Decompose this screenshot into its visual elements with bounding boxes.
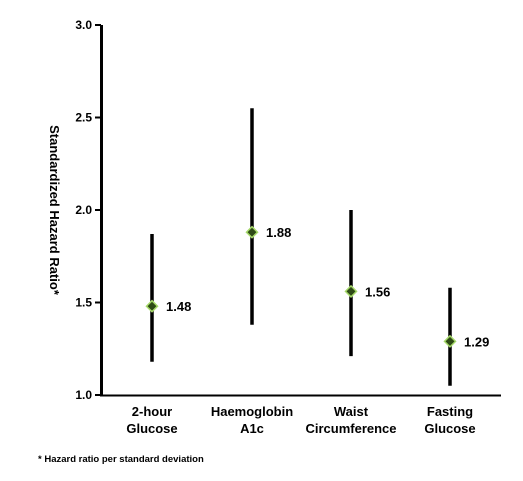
data-labels: 1.48 1.88 1.56 1.29 [166,225,489,349]
point-marker [145,299,159,313]
category-label: Haemoglobin [211,404,293,419]
y-axis-title: Standardized Hazard Ratio* [47,125,62,296]
category-label: Circumference [305,421,396,436]
y-tick-label: 3.0 [75,18,92,32]
category-label: A1c [240,421,264,436]
category-label: Waist [334,404,369,419]
error-bars [150,108,452,386]
point-marker [443,334,457,348]
category-label: Glucose [424,421,475,436]
category-label: 2-hour [132,404,172,419]
category-label: Glucose [126,421,177,436]
data-label: 1.88 [266,225,291,240]
point-markers [145,225,457,348]
y-tick-label: 2.0 [75,203,92,217]
y-ticks: 1.0 1.5 2.0 2.5 3.0 [75,18,101,402]
y-tick-label: 1.0 [75,388,92,402]
point-marker [245,225,259,239]
y-tick-label: 1.5 [75,296,92,310]
category-label: Fasting [427,404,473,419]
data-label: 1.29 [464,334,489,349]
point-marker [344,284,358,298]
y-tick-label: 2.5 [75,111,92,125]
category-labels: 2-hour Glucose Haemoglobin A1c Waist Circumfe… [126,404,475,436]
axes [100,25,501,397]
data-label: 1.48 [166,299,191,314]
data-label: 1.56 [365,284,390,299]
footnote: * Hazard ratio per standard deviation [38,454,204,465]
